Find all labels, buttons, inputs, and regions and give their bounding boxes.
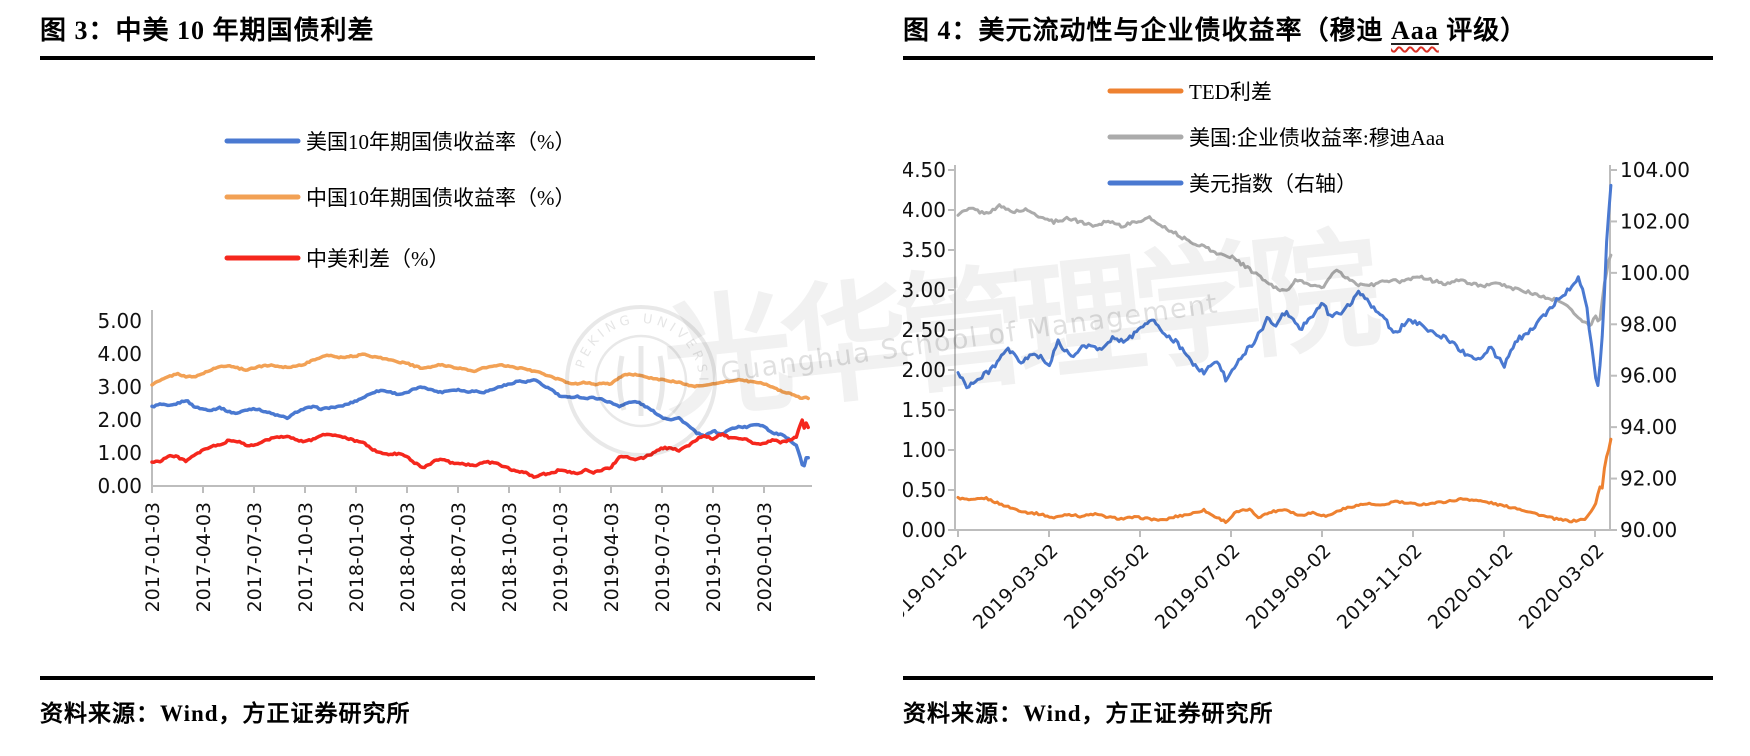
usd-liquidity-chart: 0.00 0.50 1.00 1.50 2.00 2.50 3.00 3.50 4.00 4.50… bbox=[903, 80, 1690, 634]
x-tick-label: 2020-01-02 bbox=[1424, 540, 1518, 634]
legend-label: 美国10年期国债收益率（%） bbox=[306, 130, 576, 154]
y-tick-label: 104.00 bbox=[1620, 158, 1690, 182]
y-tick-label: 4.50 bbox=[903, 158, 946, 182]
x-tick-label: 2017-10-03 bbox=[295, 502, 317, 612]
source-note: 资料来源：Wind，方正证券研究所 bbox=[903, 701, 1274, 726]
legend-item-us-10y-yield: 美国10年期国债收益率（%） bbox=[224, 130, 576, 154]
y-tick-label: 1.00 bbox=[97, 441, 142, 465]
x-tick-label: 2019-09-02 bbox=[1242, 540, 1336, 634]
x-tick-label: 2017-01-03 bbox=[142, 502, 164, 612]
y-tick-label: 2.50 bbox=[903, 318, 946, 342]
spellcheck-underline: Aaa bbox=[1391, 16, 1439, 45]
x-tick-label: 2018-07-03 bbox=[448, 502, 470, 612]
aaa-rating-term: Aaa bbox=[1391, 16, 1439, 45]
x-tick-label: 2020-01-03 bbox=[754, 502, 776, 612]
x-tick-label: 2020-03-02 bbox=[1515, 540, 1609, 634]
legend-label: 中国10年期国债收益率（%） bbox=[306, 186, 576, 210]
legend-item-moody-aaa-yield: 美国:企业债收益率:穆迪Aaa bbox=[1107, 126, 1445, 150]
bottom-rule bbox=[40, 676, 815, 680]
y-tick-label: 98.00 bbox=[1620, 312, 1677, 336]
x-tick-label: 2019-03-02 bbox=[969, 540, 1063, 634]
x-tick-label: 2019-01-02 bbox=[903, 540, 972, 634]
y-tick-label: 1.00 bbox=[903, 438, 946, 462]
china-10y-yield-line bbox=[150, 352, 810, 401]
y-tick-label: 3.00 bbox=[903, 278, 946, 302]
y-tick-label: 0.50 bbox=[903, 478, 946, 502]
moody-aaa-yield-line bbox=[956, 203, 1613, 328]
legend-item-ted-spread: TED利差 bbox=[1107, 80, 1272, 104]
legend-label: 美元指数（右轴） bbox=[1189, 172, 1357, 196]
y-tick-label: 4.00 bbox=[903, 198, 946, 222]
x-tick-label: 2019-05-02 bbox=[1060, 540, 1154, 634]
legend-label: TED利差 bbox=[1189, 80, 1272, 104]
y-tick-label: 4.00 bbox=[97, 342, 142, 366]
y-tick-label: 5.00 bbox=[97, 309, 142, 333]
y-tick-label: 1.50 bbox=[903, 398, 946, 422]
x-tick-label: 2017-04-03 bbox=[193, 502, 215, 612]
right-chart-title: 图 4：美元流动性与企业债收益率（穆迪 Aaa 评级） bbox=[903, 6, 1713, 56]
legend-item-china-10y-yield: 中国10年期国债收益率（%） bbox=[224, 186, 576, 210]
source-note: 资料来源：Wind，方正证券研究所 bbox=[40, 701, 411, 726]
legend-label: 中美利差（%） bbox=[306, 247, 450, 271]
ted-spread-line bbox=[956, 437, 1613, 524]
y-tick-label: 2.00 bbox=[97, 408, 142, 432]
y-tick-label: 96.00 bbox=[1620, 364, 1677, 388]
y-tick-label: 90.00 bbox=[1620, 518, 1677, 542]
x-tick-label: 2019-11-02 bbox=[1333, 540, 1427, 634]
y-tick-label: 92.00 bbox=[1620, 467, 1677, 491]
x-tick-label: 2017-07-03 bbox=[244, 502, 266, 612]
us-10y-yield-line bbox=[150, 378, 810, 468]
x-tick-label: 2018-01-03 bbox=[346, 502, 368, 612]
y-tick-label: 0.00 bbox=[903, 518, 946, 542]
y-tick-label: 94.00 bbox=[1620, 415, 1677, 439]
china-us-spread-chart: 0.00 1.00 2.00 3.00 4.00 5.00 2017-01-03 2017-0… bbox=[97, 130, 812, 612]
usd-index-line bbox=[956, 183, 1613, 390]
x-tick-label: 2019-10-03 bbox=[703, 502, 725, 612]
y-tick-label: 3.50 bbox=[903, 238, 946, 262]
x-tick-label: 2019-07-02 bbox=[1151, 540, 1245, 634]
x-tick-label: 2019-07-03 bbox=[652, 502, 674, 612]
y-tick-label: 3.00 bbox=[97, 375, 142, 399]
left-chart-title: 图 3：中美 10 年期国债利差 bbox=[40, 16, 375, 45]
x-tick-label: 2019-04-03 bbox=[601, 502, 623, 612]
title-rule bbox=[903, 56, 1713, 60]
right-title-post: 评级） bbox=[1438, 16, 1528, 45]
china-us-spread-line bbox=[150, 418, 810, 479]
right-chart-panel: 图 4：美元流动性与企业债收益率（穆迪 Aaa 评级） 0.00 0.50 1.00… bbox=[903, 6, 1713, 728]
left-chart-panel: 图 3：中美 10 年期国债利差 0.00 1.00 2.00 3.00 4.00 5.0… bbox=[40, 6, 815, 728]
legend-item-usd-index: 美元指数（右轴） bbox=[1107, 172, 1357, 196]
y-tick-label: 0.00 bbox=[97, 474, 142, 498]
y-tick-label: 100.00 bbox=[1620, 261, 1690, 285]
right-title-pre: 图 4：美元流动性与企业债收益率（穆迪 bbox=[903, 16, 1392, 45]
x-tick-label: 2018-10-03 bbox=[499, 502, 521, 612]
x-tick-label: 2018-04-03 bbox=[397, 502, 419, 612]
y-tick-label: 2.00 bbox=[903, 358, 946, 382]
legend-item-china-us-spread: 中美利差（%） bbox=[224, 247, 450, 271]
x-tick-label: 2019-01-03 bbox=[550, 502, 572, 612]
y-tick-label: 102.00 bbox=[1620, 209, 1690, 233]
legend-label: 美国:企业债收益率:穆迪Aaa bbox=[1189, 126, 1445, 150]
bottom-rule bbox=[903, 676, 1713, 680]
title-rule bbox=[40, 56, 815, 60]
